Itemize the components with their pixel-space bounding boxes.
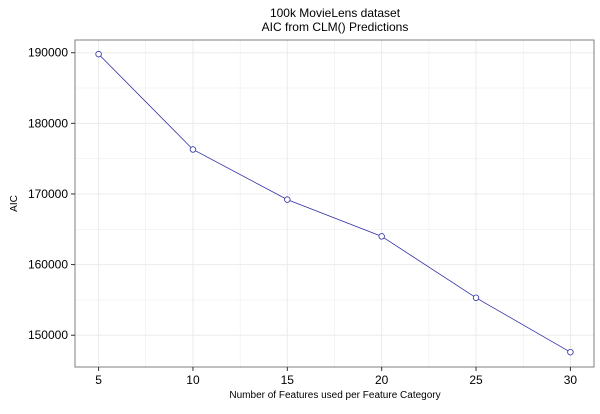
data-point bbox=[284, 196, 291, 203]
x-tick-label: 25 bbox=[469, 373, 483, 387]
x-axis-title: Number of Features used per Feature Cate… bbox=[229, 390, 440, 401]
x-tick-label: 5 bbox=[95, 373, 102, 387]
y-axis-ticks: 150000 160000 170000 180000 190000 bbox=[28, 46, 75, 342]
x-tick-label: 15 bbox=[281, 373, 295, 387]
y-tick-label: 170000 bbox=[28, 187, 68, 201]
data-point bbox=[95, 50, 102, 58]
data-point bbox=[189, 146, 197, 153]
minor-gridlines bbox=[75, 40, 594, 367]
chart-title-line-2: AIC from CLM() Predictions bbox=[262, 20, 409, 34]
data-point bbox=[472, 294, 480, 301]
y-tick-label: 180000 bbox=[28, 116, 68, 130]
y-tick-label: 150000 bbox=[28, 328, 68, 342]
x-tick-label: 10 bbox=[186, 373, 200, 387]
major-gridlines bbox=[75, 40, 594, 367]
data-point bbox=[378, 233, 385, 240]
plot-panel-border bbox=[74, 39, 595, 368]
series-layer bbox=[95, 50, 574, 356]
y-tick-label: 160000 bbox=[28, 258, 68, 272]
series-line bbox=[98, 53, 571, 353]
data-point bbox=[567, 348, 574, 356]
x-axis-ticks: 5 10 15 20 25 30 bbox=[95, 367, 577, 387]
chart-title-line-1: 100k MovieLens dataset bbox=[270, 6, 401, 20]
x-tick-label: 20 bbox=[375, 373, 389, 387]
x-tick-label: 30 bbox=[564, 373, 578, 387]
y-tick-label: 190000 bbox=[28, 46, 68, 60]
y-axis-title: AIC bbox=[9, 195, 20, 212]
